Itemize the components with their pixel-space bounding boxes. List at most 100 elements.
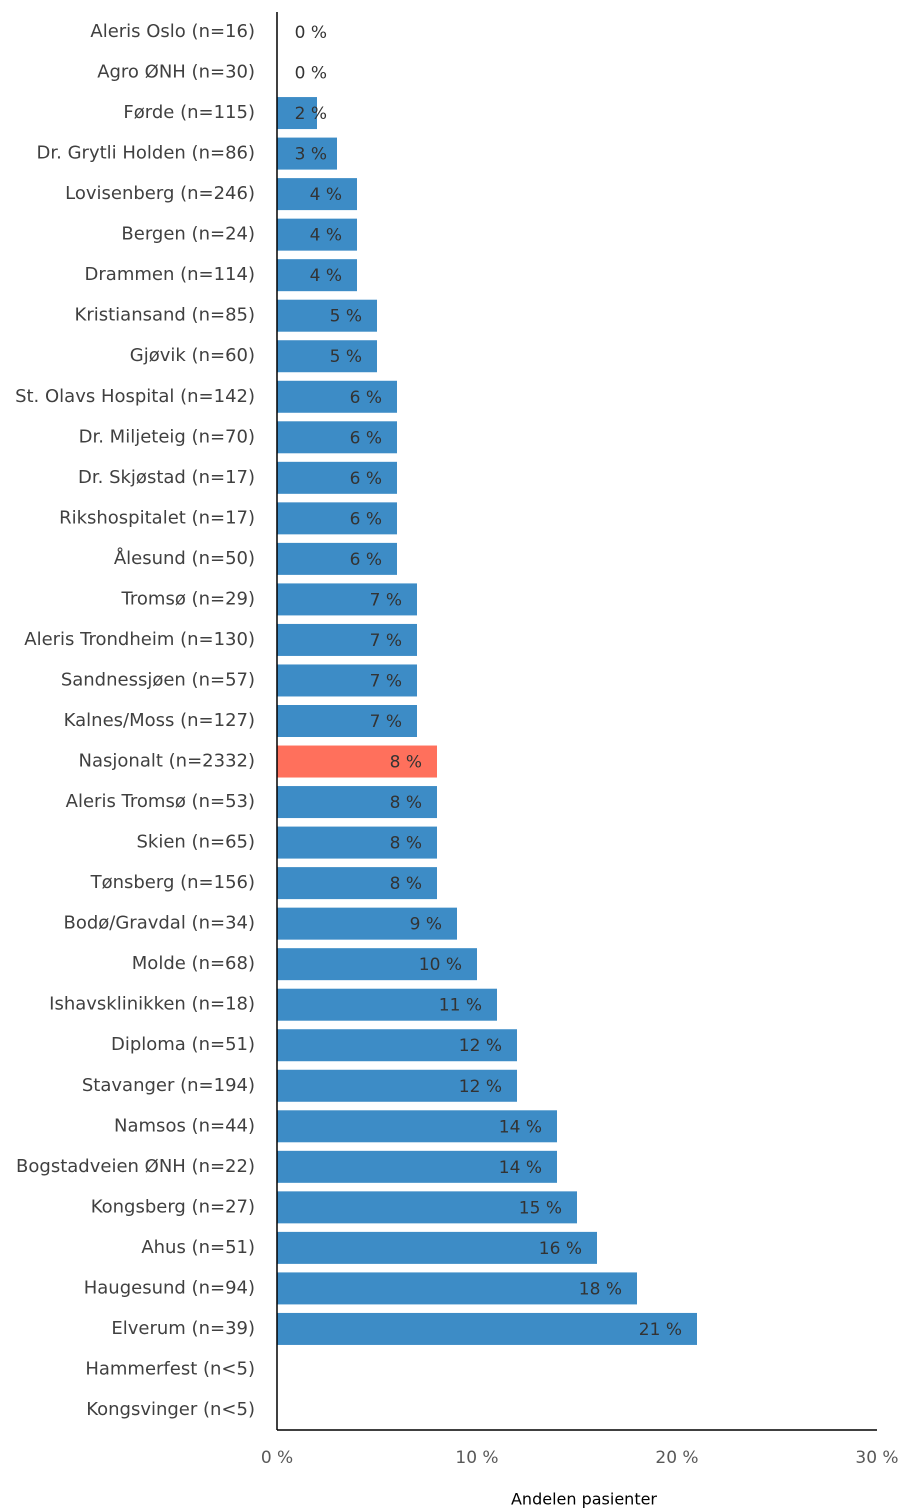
data-label: 7 % xyxy=(370,631,402,651)
y-tick-label: Hammerfest (n<5) xyxy=(85,1358,255,1379)
data-label: 16 % xyxy=(539,1239,582,1259)
bar xyxy=(277,664,417,697)
data-label: 14 % xyxy=(499,1158,542,1178)
bar xyxy=(277,421,397,454)
y-tick-label: Tønsberg (n=156) xyxy=(90,872,255,893)
y-tick-label: Tromsø (n=29) xyxy=(121,588,255,609)
data-label: 21 % xyxy=(639,1320,682,1340)
bar xyxy=(277,948,477,981)
x-tick-label: 30 % xyxy=(855,1448,898,1468)
data-label: 5 % xyxy=(330,347,362,367)
y-tick-label: Bergen (n=24) xyxy=(121,224,255,245)
y-tick-label: Bogstadveien ØNH (n=22) xyxy=(16,1156,255,1177)
bar xyxy=(277,786,437,819)
y-tick-label: Haugesund (n=94) xyxy=(84,1277,255,1298)
y-tick-label: Kalnes/Moss (n=127) xyxy=(64,710,255,731)
bar xyxy=(277,340,377,373)
y-tick-label: Stavanger (n=194) xyxy=(82,1075,255,1096)
y-tick-label: Ishavsklinikken (n=18) xyxy=(49,994,255,1015)
data-label: 6 % xyxy=(350,509,382,529)
bar xyxy=(277,178,357,211)
data-label: 9 % xyxy=(410,915,442,935)
y-tick-label: Diploma (n=51) xyxy=(111,1034,255,1055)
data-label: 8 % xyxy=(390,793,422,813)
y-tick-label: Førde (n=115) xyxy=(123,102,255,123)
y-tick-label: Kongsberg (n=27) xyxy=(91,1196,255,1217)
data-label: 8 % xyxy=(390,874,422,894)
y-tick-label: Namsos (n=44) xyxy=(114,1115,255,1136)
y-tick-label: Nasjonalt (n=2332) xyxy=(79,751,255,772)
bar xyxy=(277,218,357,251)
data-label: 2 % xyxy=(295,104,327,124)
data-label: 6 % xyxy=(350,550,382,570)
data-label: 10 % xyxy=(419,955,462,975)
y-tick-label: Dr. Skjøstad (n=17) xyxy=(78,467,255,488)
bar xyxy=(277,623,417,656)
y-tick-label: Gjøvik (n=60) xyxy=(130,345,255,366)
bar xyxy=(277,1231,597,1264)
data-label: 4 % xyxy=(310,266,342,286)
bar xyxy=(277,745,437,778)
y-tick-label: Rikshospitalet (n=17) xyxy=(59,507,255,528)
y-tick-label: Ahus (n=51) xyxy=(141,1237,255,1258)
data-label: 15 % xyxy=(519,1198,562,1218)
data-label: 7 % xyxy=(370,671,402,691)
bar xyxy=(277,1150,557,1183)
bar xyxy=(277,380,397,413)
data-label: 12 % xyxy=(459,1077,502,1097)
x-axis-label: Andelen pasienter xyxy=(511,1490,657,1509)
y-tick-label: Ålesund (n=50) xyxy=(114,547,255,569)
y-tick-label: Bodø/Gravdal (n=34) xyxy=(63,913,255,934)
data-label: 14 % xyxy=(499,1117,542,1137)
data-label: 6 % xyxy=(350,428,382,448)
data-label: 6 % xyxy=(350,469,382,489)
y-tick-label: Dr. Miljeteig (n=70) xyxy=(79,426,255,447)
data-label: 11 % xyxy=(439,996,482,1016)
data-label: 12 % xyxy=(459,1036,502,1056)
bar xyxy=(277,1029,517,1062)
bar xyxy=(277,259,357,292)
bar xyxy=(277,1191,577,1224)
data-label: 4 % xyxy=(310,185,342,205)
bar xyxy=(277,137,337,170)
y-tick-label: Molde (n=68) xyxy=(132,953,255,974)
y-tick-label: Lovisenberg (n=246) xyxy=(65,183,255,204)
y-tick-label: Drammen (n=114) xyxy=(85,264,255,285)
data-label: 5 % xyxy=(330,307,362,327)
y-tick-label: Kongsvinger (n<5) xyxy=(86,1399,255,1420)
y-tick-label: Agro ØNH (n=30) xyxy=(97,62,255,83)
x-tick-label: 10 % xyxy=(455,1448,498,1468)
bar xyxy=(277,705,417,737)
data-label: 3 % xyxy=(295,145,327,165)
y-tick-label: Aleris Oslo (n=16) xyxy=(90,21,255,42)
bar xyxy=(277,583,417,616)
bar xyxy=(277,502,397,535)
data-label: 0 % xyxy=(295,64,327,84)
y-tick-label: Aleris Tromsø (n=53) xyxy=(66,791,255,812)
y-tick-label: Sandnessjøen (n=57) xyxy=(61,669,255,690)
data-label: 6 % xyxy=(350,388,382,408)
bar xyxy=(277,826,437,859)
y-tick-label: Skien (n=65) xyxy=(137,832,256,853)
bar xyxy=(277,461,397,494)
bar xyxy=(277,1272,637,1305)
y-tick-label: Dr. Grytli Holden (n=86) xyxy=(37,143,255,164)
bar xyxy=(277,1069,517,1102)
data-label: 8 % xyxy=(390,834,422,854)
bar xyxy=(277,299,377,332)
y-tick-label: St. Olavs Hospital (n=142) xyxy=(15,386,255,407)
x-tick-label: 20 % xyxy=(655,1448,698,1468)
data-label: 0 % xyxy=(295,23,327,43)
bar xyxy=(277,1110,557,1143)
bar xyxy=(277,1312,697,1345)
bar xyxy=(277,907,457,940)
bar xyxy=(277,542,397,575)
data-label: 18 % xyxy=(579,1279,622,1299)
y-tick-label: Elverum (n=39) xyxy=(111,1318,255,1339)
y-tick-label: Aleris Trondheim (n=130) xyxy=(24,629,255,650)
data-label: 4 % xyxy=(310,226,342,246)
bar xyxy=(277,988,497,1021)
data-label: 7 % xyxy=(370,590,402,610)
